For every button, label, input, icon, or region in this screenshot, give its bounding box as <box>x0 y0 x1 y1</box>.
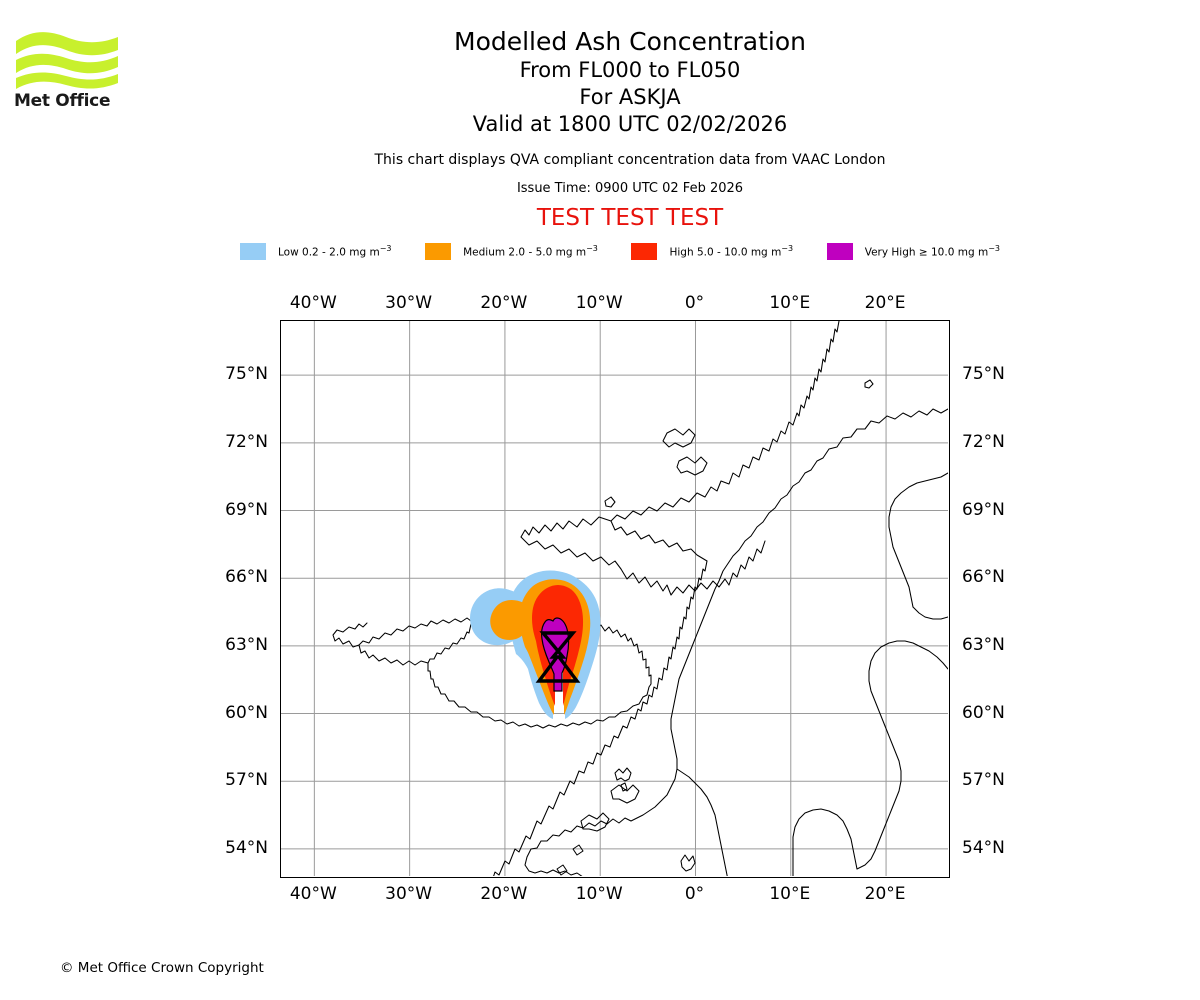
coast-greenland-fjords <box>610 321 840 562</box>
legend-text-high: High 5.0 - 10.0 mg m <box>669 246 782 259</box>
page-title: Modelled Ash Concentration <box>454 27 806 56</box>
legend-very-high: Very High ≥ 10.0 mg m−3 <box>826 242 1000 260</box>
legend-swatch-medium <box>425 242 452 260</box>
volcano-hourglass-icon <box>535 631 581 683</box>
coast-greenland-inlet-2 <box>520 536 622 570</box>
lon-tick-label-top: 40°W <box>289 293 337 313</box>
lon-tick-label-bottom: 30°W <box>385 884 433 904</box>
coast-finland-lake <box>912 606 948 620</box>
lat-tick-label-left: 75°N <box>225 364 268 385</box>
test-banner: TEST TEST TEST <box>536 205 724 231</box>
lat-tick-label-left: 66°N <box>225 567 268 588</box>
lon-tick-label-bottom: 10°W <box>575 884 623 904</box>
met-office-logo: Met Office <box>14 28 124 113</box>
plume-medium-west-lobe <box>490 599 530 640</box>
coast-greenland-inlet-1 <box>520 516 612 538</box>
concentration-legend: Low 0.2 - 2.0 mg m−3 Medium 2.0 - 5.0 mg… <box>240 240 1000 262</box>
legend-high: High 5.0 - 10.0 mg m−3 <box>631 242 793 260</box>
lat-tick-label-right: 66°N <box>962 567 1005 588</box>
legend-exp-medium: −3 <box>586 243 598 253</box>
lon-tick-label-top: 20°E <box>864 293 906 313</box>
coast-norway-isle-2 <box>556 864 568 876</box>
legend-label-very-high: Very High ≥ 10.0 mg m−3 <box>865 244 1000 259</box>
lat-tick-label-right: 72°N <box>962 431 1005 452</box>
coast-faroe-islands <box>614 767 632 782</box>
lon-tick-label-bottom: 20°W <box>480 884 528 904</box>
lat-tick-label-right: 54°N <box>962 837 1005 858</box>
coast-jan-mayen <box>604 496 616 508</box>
qva-note: This chart displays QVA compliant concen… <box>374 152 886 168</box>
legend-swatch-very-high <box>826 242 853 260</box>
lon-tick-label-bottom: 10°E <box>769 884 811 904</box>
legend-medium: Medium 2.0 - 5.0 mg m−3 <box>425 242 598 260</box>
volcano-marker-askja[interactable] <box>535 631 581 683</box>
met-office-wave-icon <box>16 32 118 89</box>
coast-iceland-westfjords <box>358 617 472 666</box>
legend-text-low: Low 0.2 - 2.0 mg m <box>278 246 380 259</box>
coast-bothnia-west <box>792 808 858 876</box>
coast-north-island <box>864 379 874 389</box>
coast-scandinavia <box>636 408 948 819</box>
lat-tick-label-right: 63°N <box>962 634 1005 655</box>
lon-tick-label-bottom: 40°W <box>289 884 337 904</box>
lat-tick-label-left: 54°N <box>225 837 268 858</box>
coast-shetland <box>680 854 696 872</box>
ash-plume <box>470 570 601 719</box>
coast-sweden-east <box>676 768 728 876</box>
coast-kola <box>888 472 948 608</box>
legend-text-medium: Medium 2.0 - 5.0 mg m <box>463 246 587 259</box>
met-office-logo-text: Met Office <box>14 91 111 111</box>
lon-tick-label-bottom: 0° <box>684 884 705 904</box>
flight-level-range: From FL000 to FL050 <box>519 58 741 82</box>
coastlines <box>332 321 948 876</box>
legend-exp-low: −3 <box>379 243 392 253</box>
valid-time: Valid at 1800 UTC 02/02/2026 <box>472 112 788 136</box>
volcano-name: For ASKJA <box>579 85 681 109</box>
lon-tick-label-top: 20°W <box>480 293 528 313</box>
coast-greenland-north-tip <box>728 540 766 586</box>
map-canvas <box>281 321 948 876</box>
coast-greenland-north-fjord <box>670 578 730 596</box>
lon-tick-label-top: 10°W <box>575 293 623 313</box>
coast-greenland-peninsula <box>620 568 672 596</box>
copyright-footer: © Met Office Crown Copyright <box>60 960 264 976</box>
lon-tick-label-top: 0° <box>684 293 705 313</box>
lat-tick-label-right: 69°N <box>962 499 1005 520</box>
coast-finland-east <box>856 640 948 870</box>
legend-swatch-high <box>631 242 658 260</box>
lat-tick-label-left: 60°N <box>225 702 268 723</box>
lon-tick-label-top: 10°E <box>769 293 811 313</box>
ash-concentration-map[interactable] <box>280 320 950 878</box>
coast-vesteralen <box>610 784 640 804</box>
coast-greenland-isle-1 <box>662 428 696 448</box>
coast-iceland-nw-peninsula <box>332 622 368 648</box>
legend-low: Low 0.2 - 2.0 mg m−3 <box>240 242 391 260</box>
legend-text-very-high: Very High ≥ 10.0 mg m <box>864 246 989 259</box>
lat-tick-label-left: 63°N <box>225 634 268 655</box>
lat-tick-label-left: 69°N <box>225 499 268 520</box>
lon-tick-label-top: 30°W <box>385 293 433 313</box>
legend-label-low: Low 0.2 - 2.0 mg m−3 <box>278 244 391 259</box>
legend-exp-very-high: −3 <box>988 243 1000 253</box>
coast-faroe-small <box>620 782 628 792</box>
coast-norway-isle-1 <box>572 844 584 856</box>
lon-tick-label-bottom: 20°E <box>864 884 906 904</box>
legend-label-high: High 5.0 - 10.0 mg m−3 <box>669 244 793 259</box>
legend-exp-high: −3 <box>781 243 794 253</box>
coast-greenland-isle-2 <box>676 456 708 476</box>
chart-title-block: Modelled Ash Concentration From FL000 to… <box>280 26 980 232</box>
coast-greenland <box>493 560 708 876</box>
legend-swatch-low <box>240 242 266 260</box>
plume-very-high-outline <box>541 617 570 692</box>
lat-tick-label-left: 72°N <box>225 431 268 452</box>
legend-label-medium: Medium 2.0 - 5.0 mg m−3 <box>463 244 598 259</box>
issue-time: Issue Time: 0900 UTC 02 Feb 2026 <box>516 181 744 196</box>
map-graticule <box>281 321 948 876</box>
lat-tick-label-right: 75°N <box>962 364 1005 385</box>
lat-tick-label-left: 57°N <box>225 770 268 791</box>
lat-tick-label-right: 60°N <box>962 702 1005 723</box>
lat-tick-label-right: 57°N <box>962 770 1005 791</box>
coast-norway-fjords <box>524 817 638 876</box>
coast-lofoten <box>580 812 610 832</box>
